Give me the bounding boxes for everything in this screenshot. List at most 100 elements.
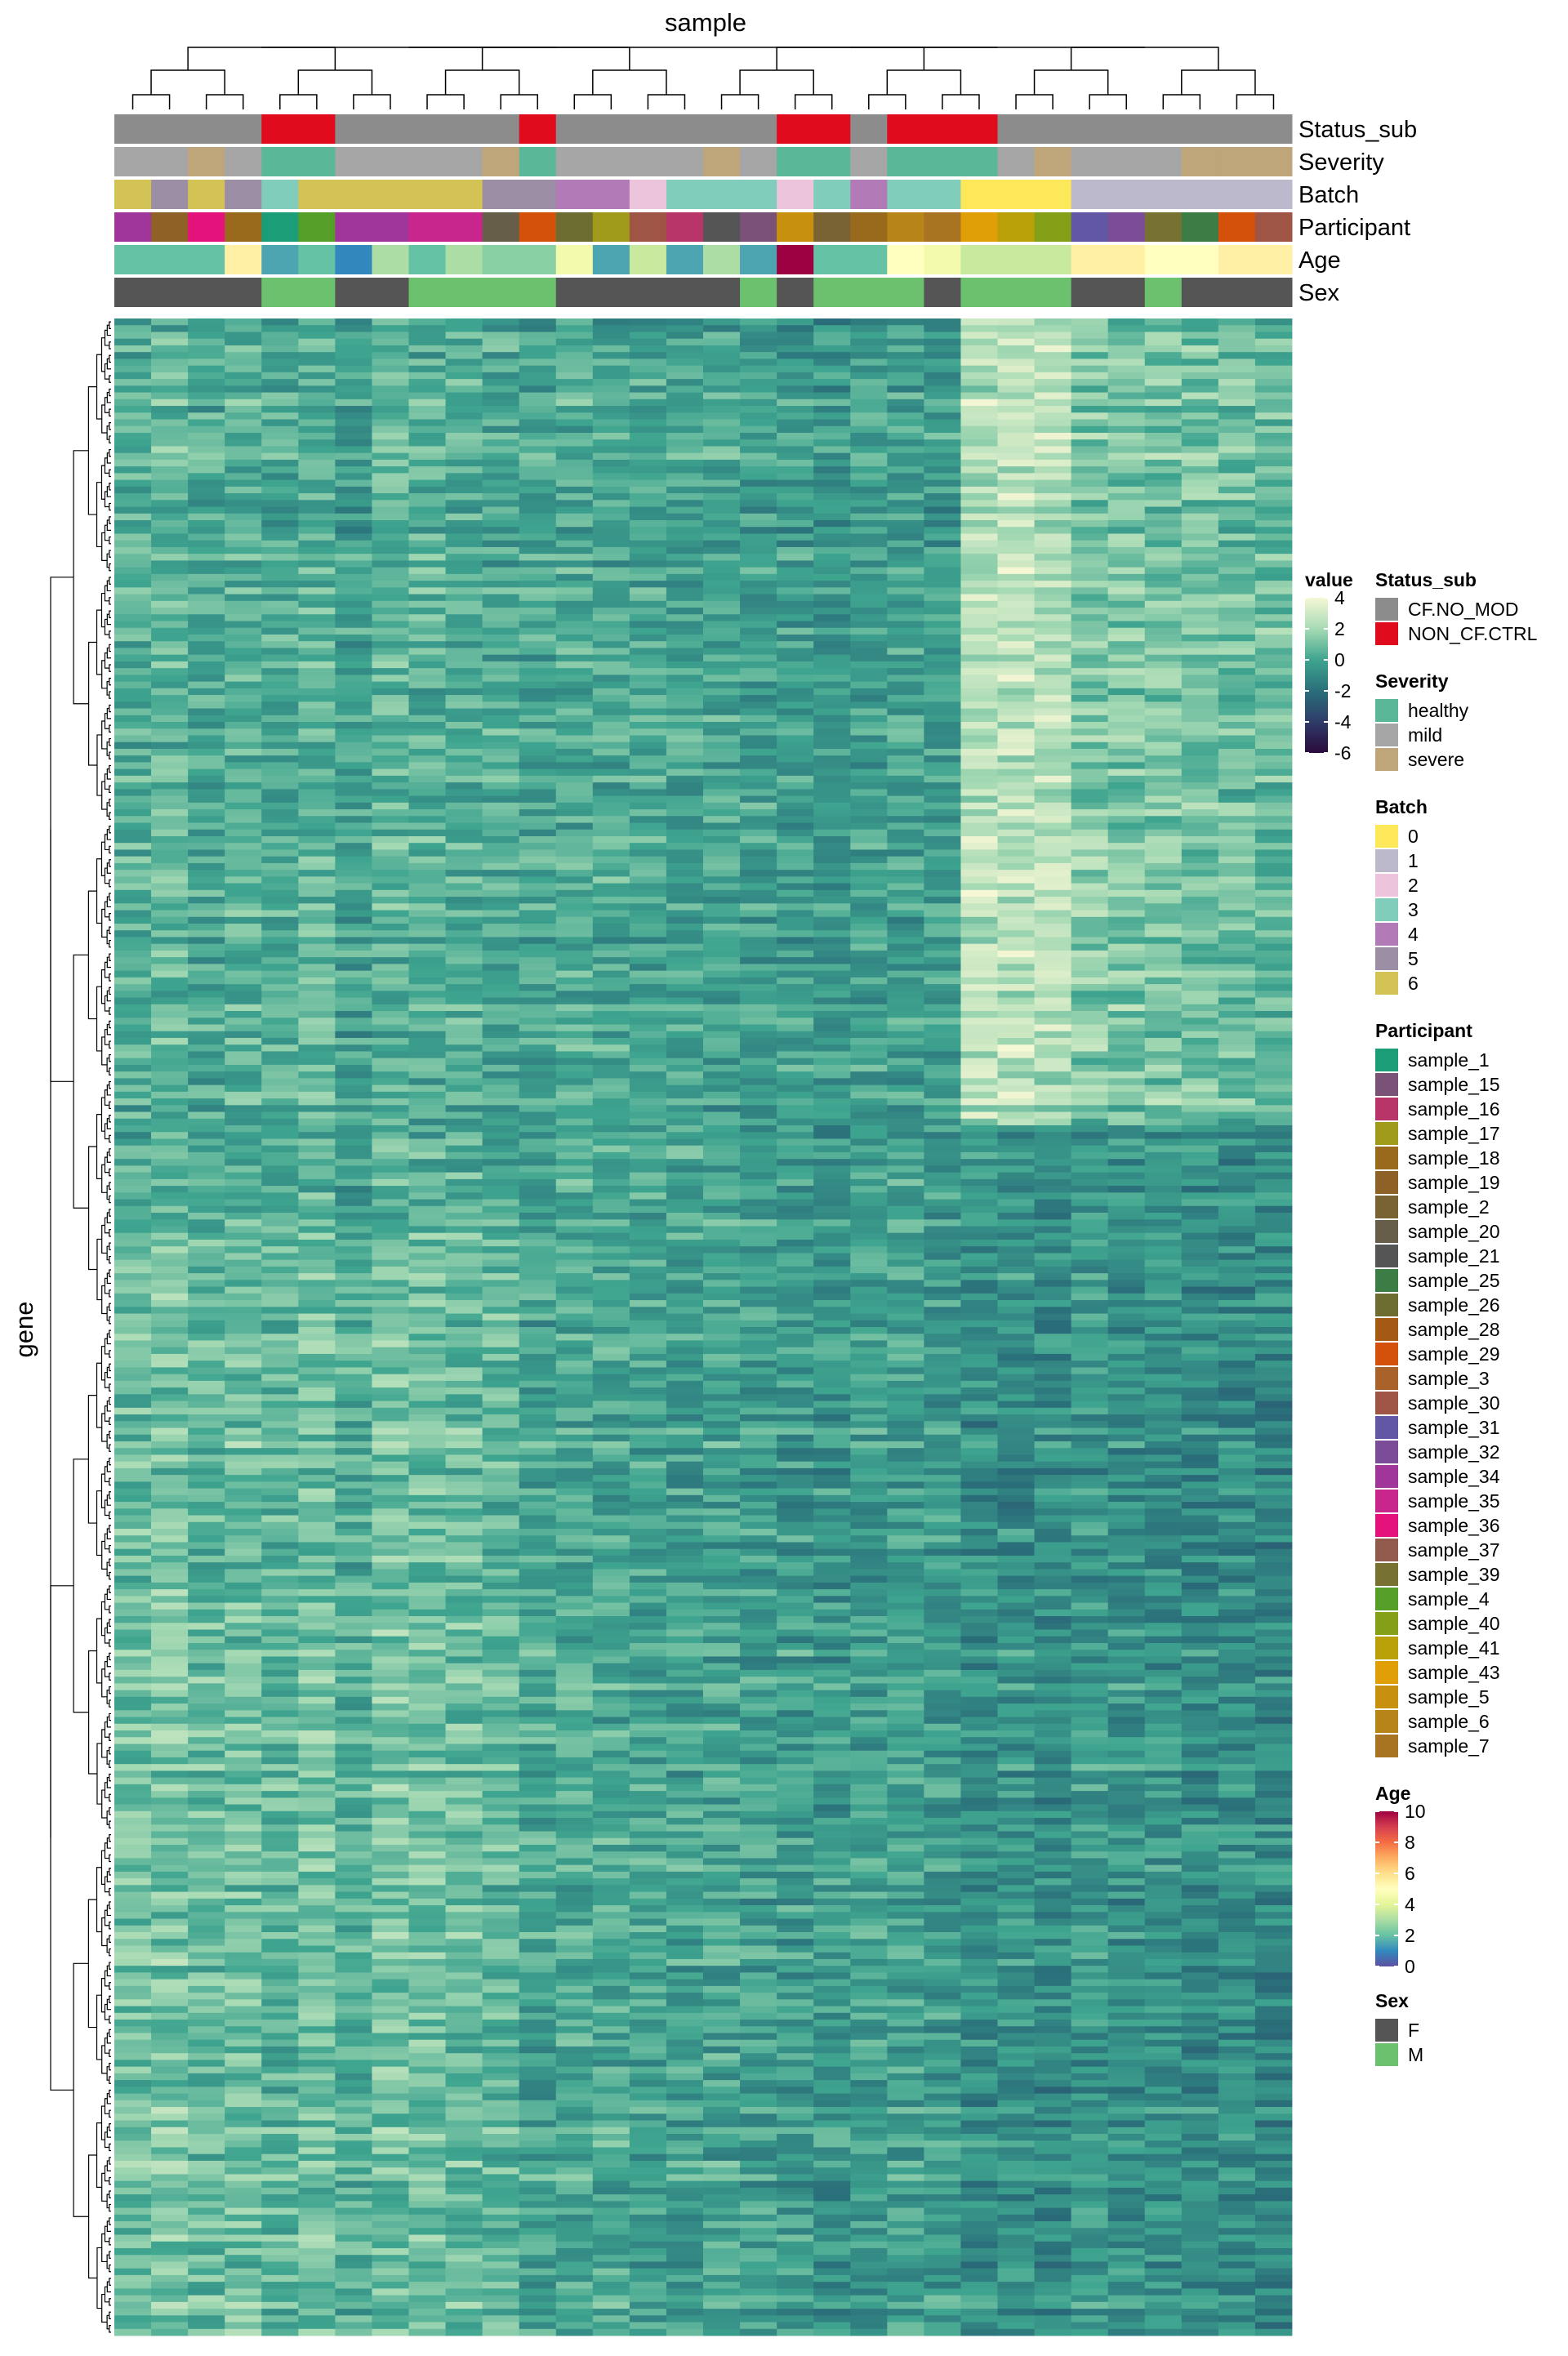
heatmap-cell: [593, 823, 630, 831]
heatmap-cell: [225, 668, 261, 675]
heatmap-cell: [298, 1724, 335, 1731]
heatmap-cell: [335, 1704, 372, 1711]
heatmap-cell: [114, 1394, 151, 1401]
row-dendrogram-branch: [109, 1761, 111, 1767]
heatmap-cell: [225, 2181, 261, 2189]
heatmap-cell: [188, 1321, 225, 1328]
heatmap-cell: [114, 2315, 151, 2323]
heatmap-cell: [483, 1784, 519, 1792]
annotation-cell: [261, 114, 299, 144]
heatmap-cell: [225, 836, 261, 844]
heatmap-cell: [409, 1704, 446, 1711]
heatmap-cell: [225, 1885, 261, 1892]
heatmap-cell: [225, 1454, 261, 1462]
heatmap-cell: [519, 621, 556, 629]
heatmap-cell: [261, 695, 298, 702]
heatmap-cell: [483, 1340, 519, 1347]
heatmap-cell: [630, 2026, 666, 2033]
heatmap-cell: [261, 1327, 298, 1334]
heatmap-cell: [593, 1953, 630, 1960]
annotation-cell: [1108, 212, 1146, 242]
heatmap-cell: [519, 1011, 556, 1018]
heatmap-cell: [188, 661, 225, 669]
heatmap-cell: [593, 749, 630, 756]
heatmap-cell: [151, 2188, 188, 2195]
heatmap-cell: [151, 500, 188, 507]
heatmap-cell: [298, 1475, 335, 1482]
heatmap-cell: [225, 1791, 261, 1798]
heatmap-cell: [519, 884, 556, 891]
heatmap-cell: [372, 2323, 408, 2330]
heatmap-cell: [630, 318, 666, 326]
heatmap-cell: [630, 1724, 666, 1731]
heatmap-cell: [188, 1656, 225, 1663]
heatmap-cell: [114, 2215, 151, 2222]
heatmap-cell: [114, 1078, 151, 1085]
heatmap-cell: [593, 2046, 630, 2054]
heatmap-cell: [225, 1919, 261, 1926]
heatmap-cell: [188, 1535, 225, 1543]
column-dendrogram-branch: [280, 95, 317, 109]
heatmap-cell: [225, 1953, 261, 1960]
heatmap-cell: [188, 944, 225, 951]
heatmap-cell: [446, 1240, 483, 1247]
heatmap-cell: [519, 1502, 556, 1509]
heatmap-cell: [298, 1192, 335, 1200]
heatmap-cell: [409, 1784, 446, 1792]
heatmap-cell: [261, 1832, 298, 1839]
heatmap-cell: [261, 433, 298, 440]
heatmap-cell: [446, 1704, 483, 1711]
heatmap-cell: [593, 426, 630, 434]
heatmap-cell: [372, 2073, 408, 2081]
heatmap-cell: [630, 1462, 666, 1469]
heatmap-cell: [630, 1132, 666, 1139]
heatmap-cell: [409, 412, 446, 420]
row-dendrogram-branch: [109, 2238, 111, 2245]
heatmap-cell: [372, 2269, 408, 2276]
heatmap-cell: [372, 857, 408, 864]
heatmap-cell: [298, 978, 335, 985]
heatmap-cell: [630, 487, 666, 494]
heatmap-cell: [519, 446, 556, 453]
heatmap-cell: [409, 911, 446, 918]
heatmap-cell: [225, 2323, 261, 2330]
heatmap-cell: [519, 1044, 556, 1052]
heatmap-cell: [151, 1926, 188, 1933]
heatmap-cell: [519, 2188, 556, 2195]
heatmap-cell: [335, 1939, 372, 1946]
heatmap-cell: [114, 978, 151, 985]
heatmap-cell: [261, 2221, 298, 2229]
heatmap-cell: [630, 924, 666, 931]
heatmap-cell: [225, 1071, 261, 1079]
heatmap-cell: [519, 857, 556, 864]
heatmap-cell: [409, 1818, 446, 1825]
heatmap-cell: [151, 944, 188, 951]
heatmap-cell: [446, 1610, 483, 1617]
heatmap-cell: [114, 2073, 151, 2081]
heatmap-cell: [483, 2087, 519, 2094]
heatmap-cell: [519, 1993, 556, 2000]
heatmap-cell: [298, 2174, 335, 2181]
heatmap-cell: [298, 2329, 335, 2336]
heatmap-cell: [335, 884, 372, 891]
heatmap-cell: [151, 2026, 188, 2033]
heatmap-cell: [483, 2323, 519, 2330]
heatmap-cell: [519, 1321, 556, 1328]
heatmap-cell: [298, 1071, 335, 1079]
heatmap-cell: [593, 978, 630, 985]
heatmap-cell: [593, 782, 630, 790]
heatmap-cell: [335, 385, 372, 393]
heatmap-cell: [409, 527, 446, 534]
heatmap-cell: [409, 1354, 446, 1361]
heatmap-cell: [519, 2235, 556, 2242]
heatmap-cell: [188, 2309, 225, 2316]
annotation-cell: [703, 278, 741, 307]
heatmap-cell: [225, 978, 261, 985]
heatmap-cell: [409, 1031, 446, 1039]
heatmap-cell: [335, 426, 372, 434]
heatmap-cell: [151, 709, 188, 716]
annotation-cell: [335, 245, 372, 274]
heatmap-cell: [225, 541, 261, 548]
heatmap-cell: [188, 884, 225, 891]
heatmap-cell: [483, 1892, 519, 1899]
